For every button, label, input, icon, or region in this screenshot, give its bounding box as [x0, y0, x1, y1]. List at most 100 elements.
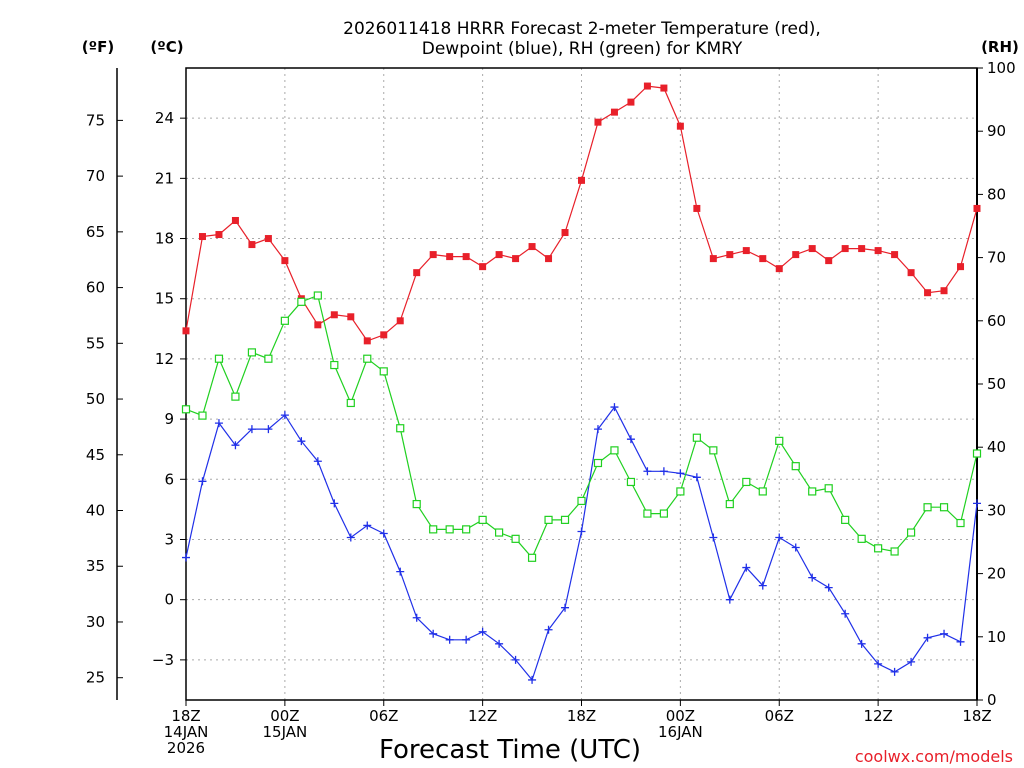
dewpoint-point — [379, 529, 388, 538]
rh-point — [527, 553, 537, 562]
rh-point — [577, 496, 586, 506]
rh-point — [610, 446, 619, 455]
dewpoint-point — [841, 609, 850, 618]
2-meter-temperature-point — [380, 331, 388, 339]
rh-point — [198, 411, 207, 420]
2-meter-temperature-point — [825, 257, 833, 265]
2-meter-temperature-point — [561, 229, 569, 237]
2-meter-temperature-point — [512, 255, 520, 263]
2-meter-temperature-point — [429, 251, 437, 259]
rh-point — [593, 458, 603, 468]
dewpoint-point — [923, 633, 932, 642]
rh-point — [511, 534, 520, 543]
2-meter-temperature-point — [248, 241, 256, 249]
chart-title-line1: 2026011418 HRRR Forecast 2-meter Tempera… — [343, 19, 821, 39]
fahrenheit-tick-label: 50 — [86, 390, 105, 408]
2-meter-temperature-point — [709, 255, 717, 263]
dewpoint-point — [214, 419, 223, 428]
2-meter-temperature-point — [314, 321, 322, 329]
celsius-unit-label: (ºC) — [150, 38, 183, 56]
dewpoint-point — [940, 629, 949, 638]
dewpoint-point — [330, 499, 339, 508]
2-meter-temperature-point — [891, 251, 899, 259]
dewpoint-point — [857, 639, 866, 648]
2-meter-temperature-point — [808, 245, 816, 253]
rh-point — [396, 424, 405, 433]
fahrenheit-tick-label: 30 — [86, 613, 105, 631]
fahrenheit-tick-label: 45 — [86, 446, 105, 464]
dewpoint-point — [495, 639, 504, 648]
2-meter-temperature-point — [545, 255, 553, 263]
dewpoint-point — [231, 441, 240, 450]
fahrenheit-tick-label: 40 — [86, 502, 105, 520]
2-meter-temperature-point — [792, 251, 800, 259]
2-meter-temperature-point — [578, 176, 585, 184]
2-meter-temperature-point — [462, 253, 470, 261]
dewpoint-point — [890, 667, 899, 676]
rh-tick-label: 10 — [987, 628, 1006, 646]
fahrenheit-unit-label: (ºF) — [82, 38, 114, 56]
dewpoint-point — [956, 637, 965, 646]
rh-point — [346, 398, 355, 408]
2-meter-temperature-point — [940, 287, 948, 295]
rh-point — [429, 525, 438, 534]
rh-point — [264, 354, 273, 363]
2-meter-temperature-point — [495, 251, 503, 259]
dewpoint-point — [626, 435, 635, 444]
chart-title-line2: Dewpoint (blue), RH (green) for KMRY — [422, 39, 743, 59]
rh-point — [972, 449, 982, 458]
rh-point — [560, 515, 570, 524]
x-tick-label: 06Z — [369, 707, 398, 725]
rh-point — [478, 515, 487, 524]
2-meter-temperature-point — [643, 82, 651, 90]
x-tick-label: 12Z — [863, 707, 892, 725]
dewpoint-point — [791, 543, 800, 552]
celsius-tick-label: 18 — [155, 230, 174, 248]
plot-frame — [185, 67, 978, 701]
2-meter-temperature-point — [264, 235, 272, 243]
rh-point — [791, 462, 800, 471]
rh-tick-label: 80 — [987, 185, 1006, 203]
rh-tick-label: 100 — [987, 59, 1016, 77]
rh-point — [775, 436, 784, 445]
dewpoint-point — [659, 467, 668, 476]
2-meter-temperature-point — [479, 263, 487, 271]
x-tick-label: 18Z — [962, 707, 991, 725]
dewpoint-point — [561, 603, 570, 612]
rh-point — [313, 291, 322, 300]
rh-point — [692, 433, 701, 442]
dewpoint-point — [247, 425, 256, 434]
dewpoint-point — [462, 635, 471, 644]
rh-tick-label: 90 — [987, 122, 1006, 140]
fahrenheit-tick-label: 25 — [86, 669, 105, 687]
rh-point — [890, 547, 899, 556]
2-meter-temperature-point — [215, 231, 223, 239]
celsius-tick-label: 0 — [164, 591, 174, 609]
dewpoint-point — [511, 655, 520, 664]
x-tick-label: 06Z — [765, 707, 794, 725]
2-meter-temperature-point — [198, 233, 206, 241]
rh-point — [659, 509, 668, 518]
2-meter-temperature-point — [231, 216, 239, 224]
rh-point — [874, 544, 883, 553]
rh-point — [758, 487, 767, 496]
dewpoint-point — [610, 403, 619, 412]
rh-point — [445, 525, 454, 534]
rh-point — [412, 499, 421, 509]
dewpoint-point — [429, 629, 438, 638]
dewpoint-point — [824, 583, 833, 592]
rh-point — [495, 528, 504, 537]
2-meter-temperature-point — [841, 245, 849, 253]
x-tick-label: 14JAN — [164, 723, 209, 741]
x-tick-label: 18Z — [171, 707, 200, 725]
x-tick-label: 15JAN — [263, 723, 308, 741]
dewpoint-point — [643, 467, 652, 476]
celsius-tick-label: 3 — [164, 530, 174, 548]
rh-point — [676, 487, 685, 496]
dewpoint-point — [544, 625, 553, 634]
2-meter-temperature-point — [957, 263, 965, 271]
2-meter-temperature-point — [182, 327, 190, 335]
x-tick-label: 00Z — [270, 707, 299, 725]
dewpoint-point — [758, 581, 767, 590]
dewpoint-point — [412, 613, 421, 622]
